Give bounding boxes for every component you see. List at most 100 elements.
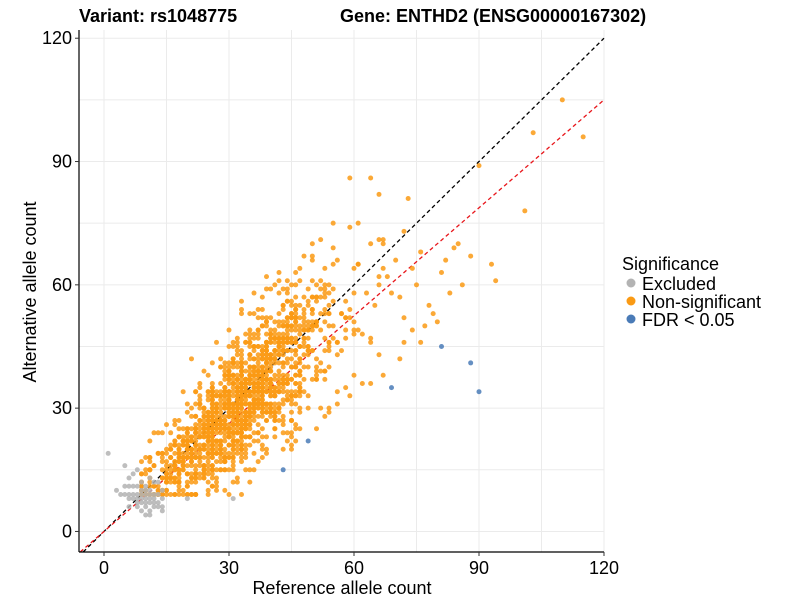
data-point	[239, 438, 244, 444]
data-point	[218, 401, 224, 407]
data-point	[372, 302, 378, 308]
data-point	[243, 385, 249, 391]
data-point	[247, 401, 253, 407]
data-point	[318, 286, 324, 292]
data-point	[243, 450, 249, 456]
data-point	[276, 278, 282, 284]
data-point	[293, 323, 299, 329]
data-point	[447, 290, 453, 296]
data-point	[205, 487, 211, 493]
data-point	[239, 422, 244, 428]
data-point	[389, 385, 394, 391]
data-point	[418, 249, 424, 255]
data-point	[247, 339, 253, 345]
data-point	[184, 446, 190, 452]
data-point	[293, 372, 299, 378]
data-point	[243, 417, 249, 423]
data-point	[151, 500, 157, 506]
data-point	[251, 450, 257, 456]
data-point	[239, 364, 244, 370]
reference-lines	[79, 37, 605, 553]
data-point	[209, 475, 215, 481]
data-point	[205, 459, 211, 465]
data-point	[214, 459, 219, 465]
data-point	[251, 401, 257, 407]
data-point	[359, 380, 365, 386]
data-point	[205, 372, 211, 378]
data-point	[218, 389, 224, 395]
data-point	[318, 311, 324, 317]
data-point	[172, 479, 178, 485]
data-point	[297, 409, 303, 415]
data-point	[209, 413, 215, 419]
data-point	[230, 372, 236, 378]
data-point	[301, 343, 307, 349]
data-point	[189, 454, 194, 460]
data-point	[209, 409, 215, 415]
data-point	[272, 372, 278, 378]
data-point	[176, 417, 182, 423]
data-point	[301, 294, 307, 300]
data-point	[139, 491, 144, 497]
data-point	[326, 348, 332, 354]
data-point	[189, 479, 194, 485]
data-point	[259, 442, 265, 448]
data-point	[230, 360, 236, 366]
chart-title-variant: Variant: rs1048775	[79, 6, 237, 26]
data-point	[301, 315, 307, 321]
data-point	[259, 294, 265, 300]
data-point	[276, 409, 282, 415]
data-point	[201, 467, 207, 473]
data-point	[276, 401, 282, 407]
data-point	[226, 409, 232, 415]
data-point	[297, 372, 303, 378]
data-point	[280, 385, 286, 391]
data-point	[234, 364, 240, 370]
data-point	[272, 409, 278, 415]
data-point	[184, 438, 190, 444]
data-point	[201, 417, 207, 423]
data-point	[239, 442, 244, 448]
data-point	[172, 463, 178, 469]
data-point	[289, 442, 294, 448]
data-point	[493, 278, 499, 284]
data-point	[355, 261, 361, 267]
data-point	[239, 430, 244, 436]
data-point	[351, 290, 357, 296]
data-point	[222, 397, 228, 403]
data-point	[209, 426, 215, 432]
data-point	[272, 389, 278, 395]
data-point	[268, 339, 274, 345]
data-point	[284, 360, 290, 366]
data-point	[234, 417, 240, 423]
data-point	[151, 479, 157, 485]
data-point	[301, 335, 307, 341]
data-point	[214, 401, 219, 407]
data-point	[268, 286, 274, 292]
x-tick-label: 60	[344, 558, 364, 578]
data-point	[343, 385, 349, 391]
data-point	[351, 331, 357, 337]
data-point	[122, 483, 128, 489]
data-point	[234, 393, 240, 399]
data-point	[247, 434, 253, 440]
data-point	[243, 426, 249, 432]
data-point	[197, 405, 203, 411]
data-point	[168, 454, 174, 460]
data-point	[189, 426, 194, 432]
data-point	[172, 467, 178, 473]
data-point	[147, 508, 153, 514]
legend-title: Significance	[622, 254, 719, 274]
data-point	[239, 380, 244, 386]
data-point	[201, 368, 207, 374]
data-point	[143, 483, 149, 489]
data-point	[193, 463, 199, 469]
data-point	[234, 430, 240, 436]
data-point	[168, 479, 174, 485]
data-point	[347, 224, 353, 230]
data-point	[330, 323, 336, 329]
data-point	[264, 319, 269, 325]
data-point	[197, 385, 203, 391]
data-point	[147, 491, 153, 497]
data-point	[305, 298, 311, 304]
